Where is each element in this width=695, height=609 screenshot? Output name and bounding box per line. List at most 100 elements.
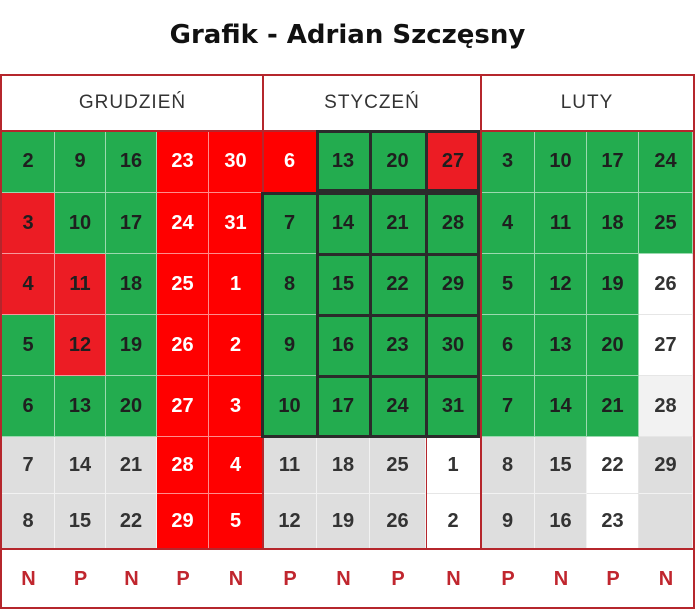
month-header-february: LUTY [481,75,693,131]
day-cell: 15 [317,254,370,315]
day-cell: 25 [157,254,209,315]
day-cell: 26 [639,254,693,315]
day-cell: 8 [2,494,55,549]
day-cell: 23 [157,131,209,193]
day-cell: 26 [370,494,426,549]
day-cell: 10 [55,193,106,254]
day-cell: 13 [317,131,370,193]
day-cell: 4 [2,254,55,315]
day-cell: 12 [263,494,317,549]
shift-marker: N [21,567,36,590]
day-cell: 19 [587,254,639,315]
shift-marker: P [73,567,88,590]
day-cell: 27 [426,131,481,193]
shift-marker: P [283,567,297,590]
day-cell: 28 [157,437,209,494]
day-cell: 21 [106,437,157,494]
day-cell: 29 [426,254,481,315]
page-title: Grafik - Adrian Szczęsny [169,20,526,50]
day-cell: 5 [2,315,55,376]
day-cell: 20 [106,376,157,437]
shift-marker: P [391,567,405,590]
day-cell: 7 [263,193,317,254]
day-cell: 28 [639,376,693,437]
day-cell: 2 [209,315,263,376]
day-cell: 30 [209,131,263,193]
day-cell: 28 [426,193,481,254]
shift-marker: P [606,567,620,590]
day-cell: 4 [481,193,535,254]
day-cell: 6 [263,131,317,193]
day-cell: 3 [481,131,535,193]
shift-marker: N [553,567,569,590]
day-cell: 18 [587,193,639,254]
day-cell: 14 [317,193,370,254]
shift-marker: N [228,567,244,590]
day-cell: 11 [535,193,587,254]
shift-marker: N [658,567,674,590]
day-cell: 7 [2,437,55,494]
day-cell: 30 [426,315,481,376]
day-cell: 29 [639,437,693,494]
day-cell: 9 [263,315,317,376]
day-cell: 22 [106,494,157,549]
day-cell: 24 [157,193,209,254]
day-cell: 17 [587,131,639,193]
shift-marker: N [446,567,461,590]
day-cell: 12 [55,315,106,376]
day-cell: 31 [426,376,481,437]
day-cell: 3 [209,376,263,437]
day-cell [639,494,693,549]
day-cell: 10 [535,131,587,193]
day-cell: 12 [535,254,587,315]
day-cell: 24 [370,376,426,437]
day-cell: 23 [587,494,639,549]
day-cell: 25 [639,193,693,254]
day-cell: 16 [317,315,370,376]
day-cell: 2 [426,494,481,549]
day-cell: 21 [370,193,426,254]
shift-marker: N [124,567,139,590]
month-header-december: GRUDZIEŃ [2,75,263,131]
day-cell: 1 [209,254,263,315]
day-cell: 6 [481,315,535,376]
day-cell: 13 [55,376,106,437]
day-cell: 19 [106,315,157,376]
day-cell: 8 [263,254,317,315]
day-cell: 9 [481,494,535,549]
day-cell: 20 [370,131,426,193]
day-cell: 29 [157,494,209,549]
day-cell: 24 [639,131,693,193]
day-cell: 23 [370,315,426,376]
day-cell: 13 [535,315,587,376]
day-cell: 8 [481,437,535,494]
day-cell: 27 [157,376,209,437]
day-cell: 20 [587,315,639,376]
day-cell: 16 [106,131,157,193]
day-cell: 1 [426,437,481,494]
day-cell: 14 [535,376,587,437]
day-cell: 18 [106,254,157,315]
day-cell: 4 [209,437,263,494]
day-cell: 6 [2,376,55,437]
day-cell: 18 [317,437,370,494]
day-cell: 14 [55,437,106,494]
day-cell: 19 [317,494,370,549]
day-cell: 31 [209,193,263,254]
day-cell: 11 [55,254,106,315]
day-cell: 17 [106,193,157,254]
day-cell: 7 [481,376,535,437]
day-cell: 10 [263,376,317,437]
day-cell: 11 [263,437,317,494]
day-cell: 3 [2,193,55,254]
day-cell: 25 [370,437,426,494]
day-cell: 16 [535,494,587,549]
shift-marker: P [176,567,190,590]
day-cell: 2 [2,131,55,193]
day-cell: 5 [481,254,535,315]
day-cell: 26 [157,315,209,376]
shift-marker: N [336,567,351,590]
day-cell: 27 [639,315,693,376]
day-cell: 22 [587,437,639,494]
day-cell: 21 [587,376,639,437]
